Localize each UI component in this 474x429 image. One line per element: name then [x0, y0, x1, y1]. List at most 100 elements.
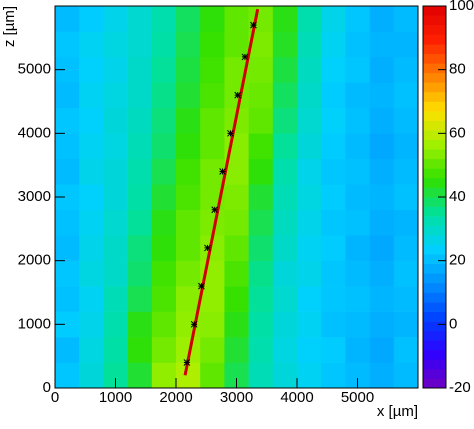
heat-cell: [248, 235, 274, 261]
heat-cell: [55, 337, 80, 363]
heat-cell: [55, 362, 80, 389]
heat-cell: [200, 133, 225, 160]
x-tick-label: 1000: [99, 389, 132, 406]
heat-cell: [393, 260, 419, 287]
y-tick-label: 4000: [18, 124, 51, 141]
colorbar-step: [423, 168, 446, 179]
heat-cell: [248, 209, 274, 236]
heat-cell: [345, 260, 370, 287]
heat-cell: [103, 286, 128, 312]
colorbar-tick-label: 80: [449, 61, 466, 78]
heat-cell: [369, 362, 395, 389]
heat-cell: [393, 56, 419, 83]
colorbar-step: [423, 139, 446, 150]
colorbar-step: [423, 292, 446, 303]
heat-cell: [321, 56, 346, 83]
heat-cell: [297, 31, 322, 58]
heat-cell: [272, 158, 298, 185]
heat-cell: [127, 107, 153, 134]
colorbar-step: [423, 91, 446, 102]
heat-cell: [79, 286, 104, 312]
heat-cell: [345, 56, 370, 83]
hit-marker: [183, 359, 191, 366]
heat-cell: [297, 184, 322, 211]
heat-cell: [393, 31, 419, 58]
heat-cell: [248, 158, 274, 185]
heat-cell: [224, 209, 249, 236]
heat-cell: [393, 6, 419, 32]
heat-cell: [79, 337, 104, 363]
heat-cell: [224, 184, 249, 211]
heat-cell: [248, 6, 274, 32]
heat-cell: [151, 286, 177, 312]
heat-cell: [55, 286, 80, 312]
heat-cell: [393, 286, 419, 312]
heat-cell: [151, 107, 177, 134]
heat-cell: [321, 82, 346, 109]
heat-cell: [55, 82, 80, 109]
heat-cell: [151, 158, 177, 185]
heat-cell: [248, 311, 274, 338]
heat-cell: [55, 209, 80, 236]
colorbar-step: [423, 63, 446, 74]
heat-cell: [345, 31, 370, 58]
heat-cell: [151, 133, 177, 160]
heat-cell: [369, 311, 395, 338]
heat-cell: [272, 286, 298, 312]
heat-cell: [272, 311, 298, 338]
heat-cell: [345, 311, 370, 338]
colorbar-step: [423, 349, 446, 360]
heat-cell: [393, 311, 419, 338]
heat-cell: [55, 31, 80, 58]
heat-cell: [297, 362, 322, 389]
heat-cell: [176, 184, 201, 211]
colorbar-tick-label: 0: [449, 315, 457, 332]
heat-cell: [272, 337, 298, 363]
colorbar-step: [423, 53, 446, 64]
heat-cell: [151, 209, 177, 236]
heat-cell: [393, 235, 419, 261]
heat-cell: [79, 31, 104, 58]
heat-cell: [321, 362, 346, 389]
y-tick-label: 0: [43, 379, 51, 396]
heat-cell: [200, 31, 225, 58]
colorbar-step: [423, 149, 446, 160]
heat-cell: [393, 337, 419, 363]
x-tick-label: 3000: [220, 389, 253, 406]
colorbar-step: [423, 34, 446, 45]
heat-cell: [176, 107, 201, 134]
heat-cell: [297, 209, 322, 236]
colorbar-step: [423, 72, 446, 83]
heat-cell: [369, 6, 395, 32]
colorbar-tick-label: 100: [449, 0, 474, 14]
heat-cell: [127, 311, 153, 338]
heat-cell: [103, 6, 128, 32]
y-tick-label: 1000: [18, 315, 51, 332]
hit-marker: [227, 129, 234, 137]
heat-cell: [176, 235, 201, 261]
colorbar-step: [423, 206, 446, 217]
heat-cell: [321, 209, 346, 236]
colorbar-step: [423, 254, 446, 265]
heat-cell: [176, 286, 201, 312]
heat-cell: [103, 184, 128, 211]
heat-cell: [151, 6, 177, 32]
heat-cell: [272, 56, 298, 83]
heat-cell: [393, 107, 419, 134]
heat-cell: [345, 82, 370, 109]
colorbar-step: [423, 225, 446, 236]
heat-cell: [176, 260, 201, 287]
colorbar-step: [423, 235, 446, 246]
heat-cell: [200, 6, 225, 32]
heat-cell: [393, 184, 419, 211]
colorbar-step: [423, 130, 446, 140]
heat-cell: [369, 56, 395, 83]
heat-cell: [127, 209, 153, 236]
colorbar-step: [423, 302, 446, 312]
heat-cell: [393, 362, 419, 389]
colorbar-step: [423, 263, 446, 274]
heat-cell: [393, 209, 419, 236]
heat-cell: [297, 337, 322, 363]
heat-cell: [127, 184, 153, 211]
